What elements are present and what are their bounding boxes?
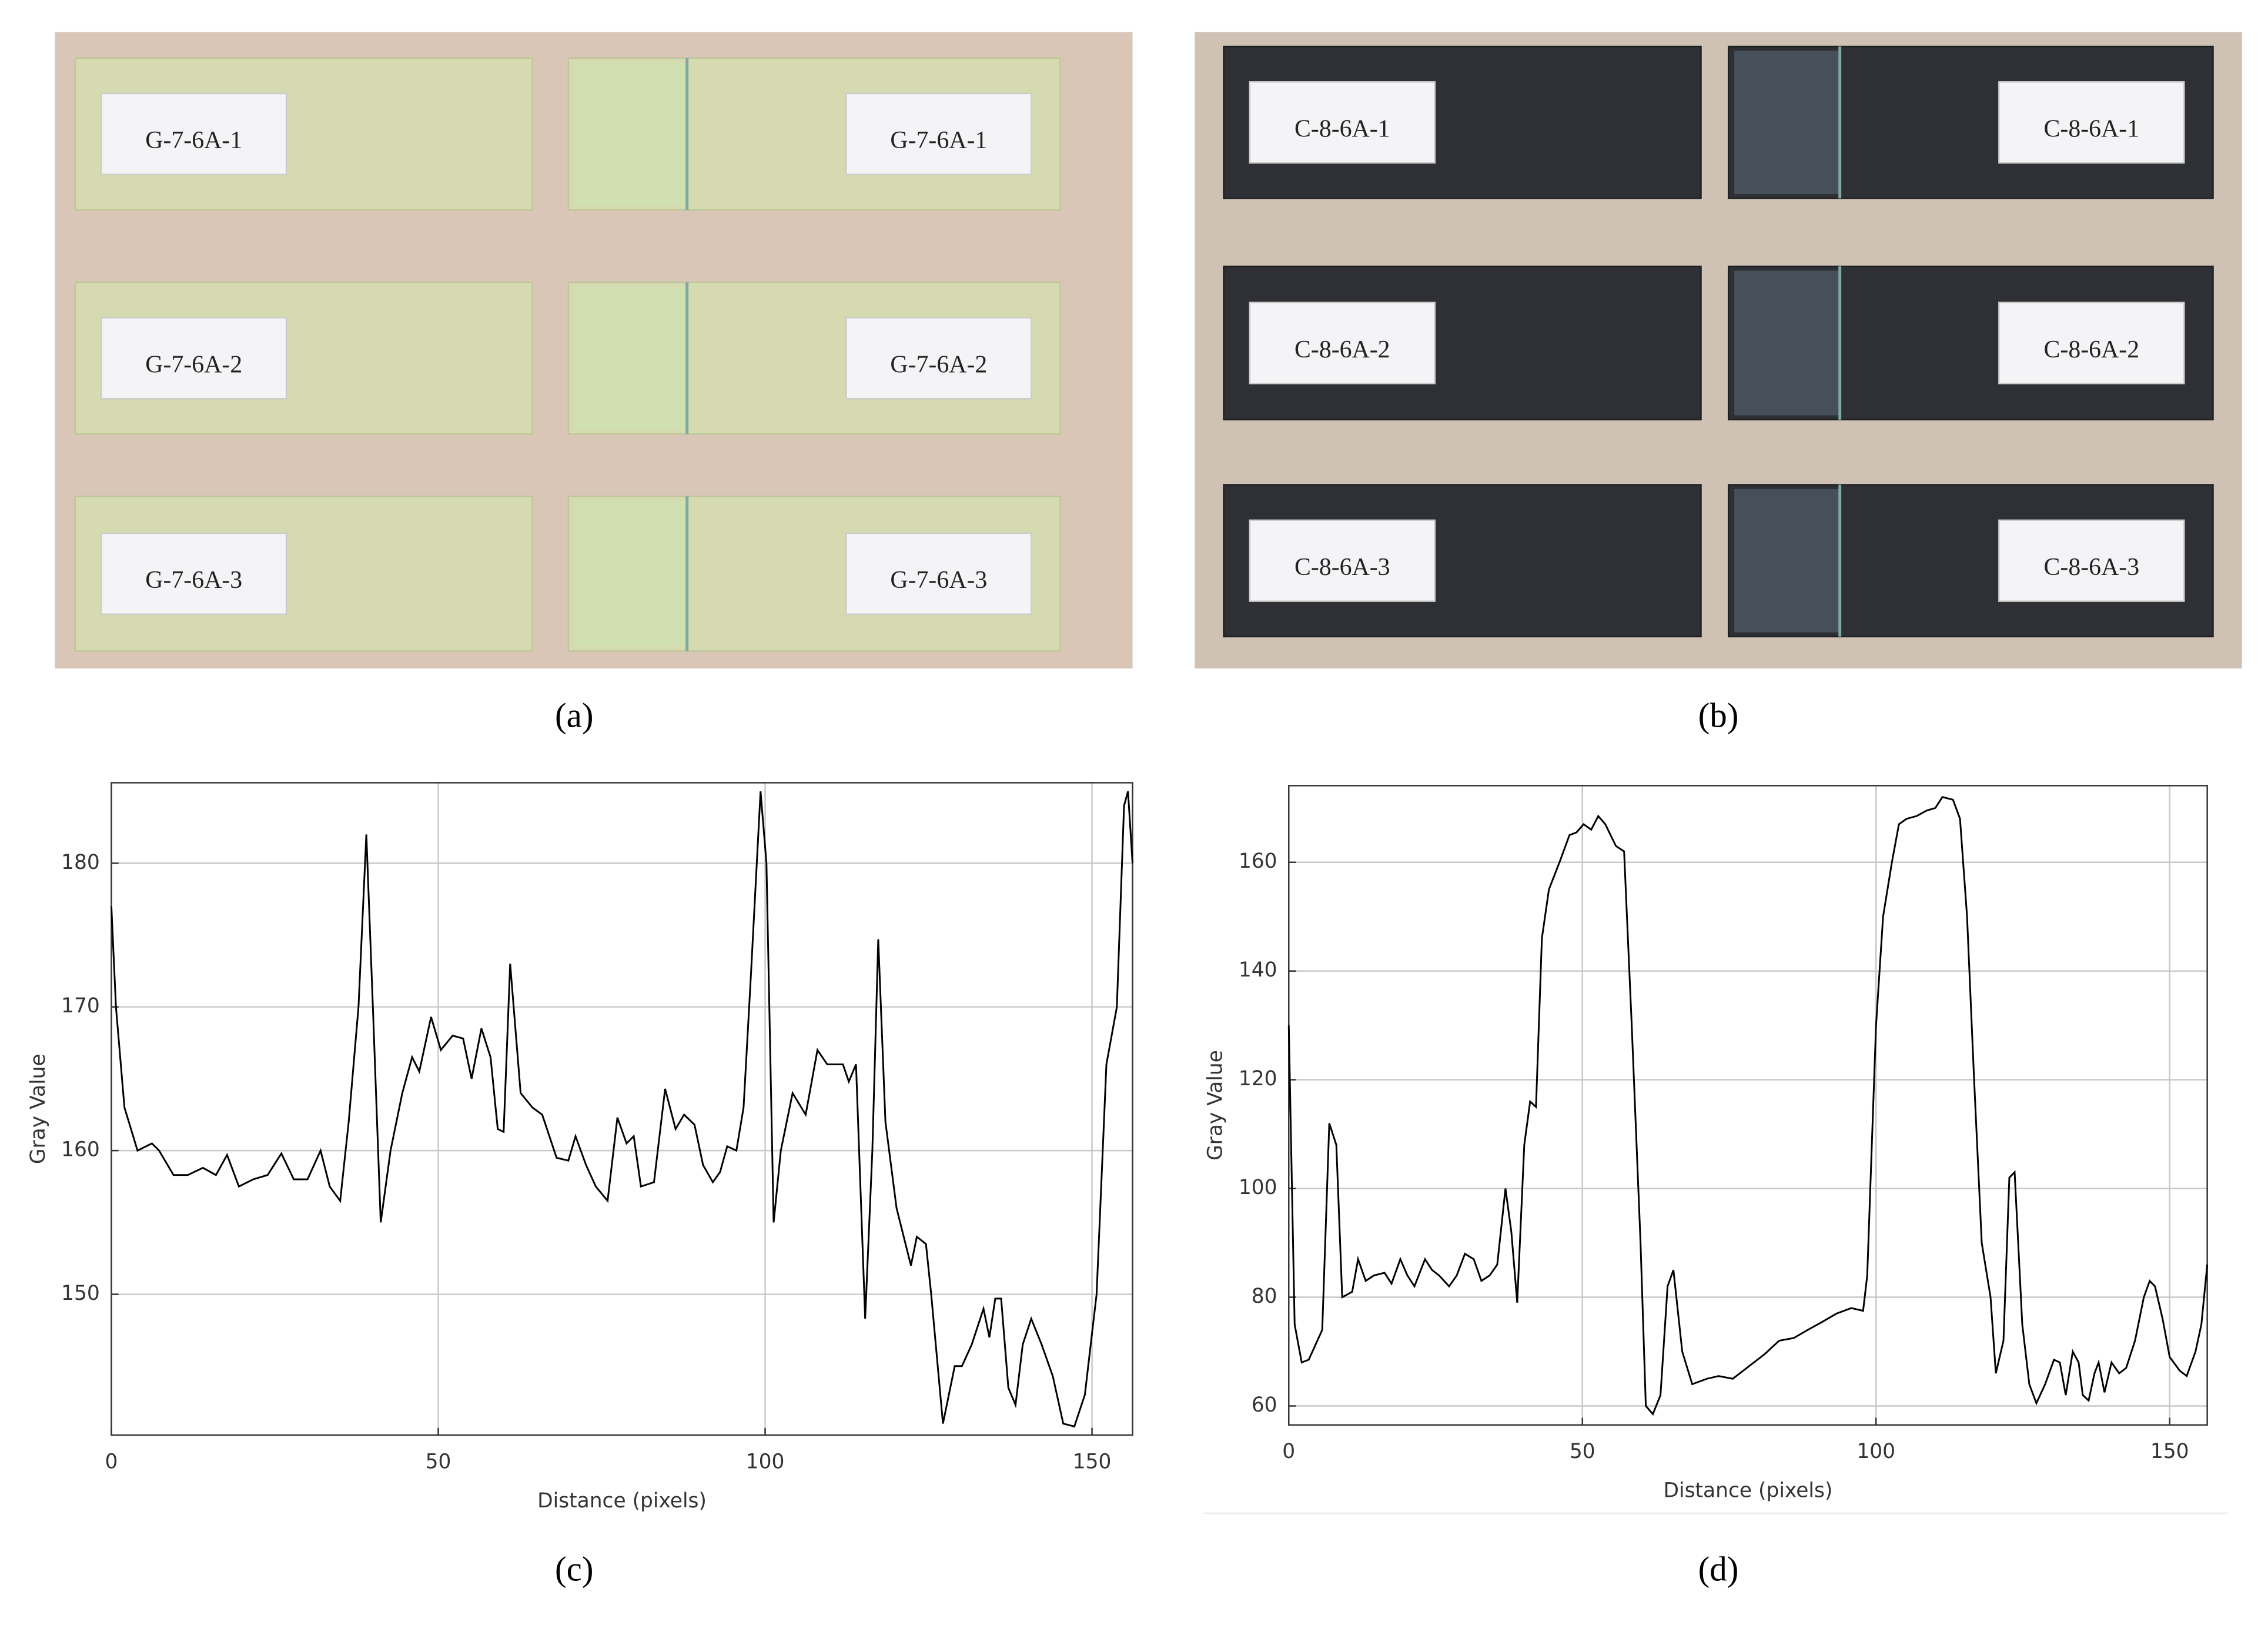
y-tick-label: 160 bbox=[61, 1138, 100, 1162]
label-card bbox=[1998, 519, 2185, 602]
bond-area bbox=[574, 286, 687, 430]
caption: (b) bbox=[1698, 696, 1739, 735]
bond-area bbox=[574, 500, 687, 647]
y-tick-label: 170 bbox=[61, 994, 100, 1018]
label-card bbox=[1998, 81, 2185, 164]
label-card bbox=[1998, 302, 2185, 384]
x-axis-label: Distance (pixels) bbox=[1664, 1479, 1833, 1503]
specimen-label: C-8-6A-1 bbox=[2044, 116, 2140, 143]
specimen-label: G-7-6A-1 bbox=[890, 127, 987, 154]
label-card bbox=[1249, 81, 1436, 164]
label-card bbox=[845, 92, 1032, 176]
specimen-label: C-8-6A-2 bbox=[1294, 336, 1390, 363]
profile-line bbox=[110, 791, 1134, 1428]
label-card bbox=[845, 532, 1032, 615]
label-card bbox=[101, 317, 287, 400]
label-card bbox=[1249, 519, 1436, 602]
y-axis-label: Gray Value bbox=[1204, 1050, 1227, 1161]
specimen-label: G-7-6A-2 bbox=[890, 352, 987, 379]
y-tick-label: 100 bbox=[1239, 1176, 1277, 1199]
bond-area bbox=[1734, 51, 1840, 195]
x-tick-label: 0 bbox=[1282, 1440, 1295, 1463]
y-tick-label: 140 bbox=[1239, 958, 1277, 982]
caption: (d) bbox=[1698, 1549, 1739, 1588]
plot-frame bbox=[111, 782, 1133, 1436]
profile-line bbox=[1287, 796, 2209, 1416]
specimen-label: C-8-6A-1 bbox=[1294, 116, 1390, 143]
bond-area bbox=[1734, 489, 1840, 633]
bond-area bbox=[1734, 270, 1840, 416]
specimen-label: C-8-6A-2 bbox=[2044, 336, 2140, 363]
label-card bbox=[101, 532, 287, 615]
specimen-label: C-8-6A-3 bbox=[2044, 554, 2140, 581]
y-tick-label: 180 bbox=[61, 851, 100, 874]
x-axis-label: Distance (pixels) bbox=[537, 1489, 707, 1513]
caption: (a) bbox=[555, 696, 594, 735]
caption: (c) bbox=[555, 1549, 594, 1588]
y-tick-label: 160 bbox=[1239, 850, 1277, 873]
specimen-label: G-7-6A-1 bbox=[145, 127, 242, 154]
y-tick-label: 80 bbox=[1252, 1285, 1277, 1308]
plot-frame bbox=[1288, 785, 2208, 1426]
specimen-label: G-7-6A-3 bbox=[145, 567, 242, 594]
specimen-label: G-7-6A-2 bbox=[145, 352, 242, 379]
specimen-label: G-7-6A-3 bbox=[890, 567, 987, 594]
y-tick-label: 150 bbox=[61, 1282, 100, 1305]
x-tick-label: 100 bbox=[746, 1450, 785, 1473]
label-card bbox=[1249, 302, 1436, 384]
x-tick-label: 0 bbox=[105, 1450, 118, 1473]
y-tick-label: 60 bbox=[1252, 1393, 1277, 1417]
y-tick-label: 120 bbox=[1239, 1067, 1277, 1091]
label-card bbox=[845, 317, 1032, 400]
y-axis-label: Gray Value bbox=[26, 1054, 50, 1164]
x-tick-label: 50 bbox=[1570, 1440, 1595, 1463]
x-tick-label: 50 bbox=[426, 1450, 451, 1473]
bond-area bbox=[574, 62, 687, 206]
specimen-label: C-8-6A-3 bbox=[1294, 554, 1390, 581]
label-card bbox=[101, 92, 287, 176]
x-tick-label: 100 bbox=[1856, 1440, 1895, 1463]
x-tick-label: 150 bbox=[1073, 1450, 1112, 1473]
x-tick-label: 150 bbox=[2150, 1440, 2189, 1463]
